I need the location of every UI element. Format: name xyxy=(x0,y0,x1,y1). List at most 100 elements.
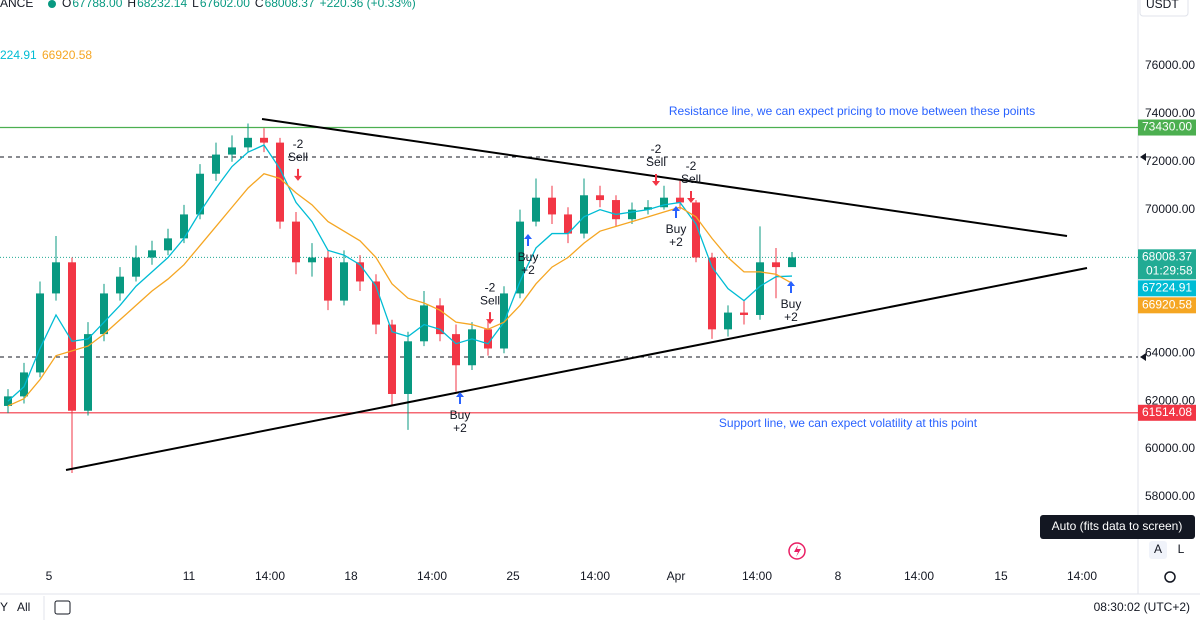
candle-body xyxy=(788,257,796,268)
x-tick-label: Apr xyxy=(667,569,686,583)
signal-qty: -2 xyxy=(651,142,662,156)
ohlc-key: L xyxy=(192,0,199,10)
ema-line xyxy=(7,144,793,402)
range-button[interactable]: All xyxy=(17,600,30,614)
trendline xyxy=(261,118,1068,237)
calendar-icon[interactable] xyxy=(54,600,71,615)
candle-body xyxy=(228,147,236,155)
signal-qty: +2 xyxy=(521,263,535,277)
annotation: Support line, we can expect volatility a… xyxy=(719,416,978,430)
signal-qty: -2 xyxy=(686,159,697,173)
candle-body xyxy=(484,329,492,349)
candle-body xyxy=(532,197,540,222)
candle-body xyxy=(372,281,380,325)
candle-body xyxy=(324,257,332,301)
price-label: 66920.58 xyxy=(1142,297,1192,311)
trendline xyxy=(65,267,1088,471)
candle-body xyxy=(388,324,396,394)
candle-body xyxy=(612,200,620,220)
candle-body xyxy=(420,305,428,342)
candle-body xyxy=(276,142,284,222)
level-label: 61514.08 xyxy=(1142,405,1192,419)
level-badge xyxy=(1138,404,1196,421)
candle-body xyxy=(692,202,700,258)
buy-arrow xyxy=(456,392,464,405)
candle-body xyxy=(740,312,748,315)
candle-body xyxy=(292,221,300,263)
candle-body xyxy=(772,262,780,268)
x-tick-label: 11 xyxy=(183,569,196,583)
buy-arrow xyxy=(524,234,532,247)
ohlc-value: 68008.37 xyxy=(265,0,315,10)
candle-body xyxy=(340,262,348,301)
level-marker xyxy=(1140,152,1146,161)
y-tick-label: 72000.00 xyxy=(1145,154,1195,168)
signal-qty: +2 xyxy=(669,235,683,249)
price-label: 67224.91 xyxy=(1142,280,1192,294)
price-label: 68008.37 xyxy=(1142,249,1192,263)
candle-body xyxy=(36,293,44,373)
candle-body xyxy=(308,257,316,263)
x-tick-label: 25 xyxy=(506,569,520,583)
sell-arrow xyxy=(294,168,302,181)
ohlc-key: O xyxy=(62,0,71,10)
candle-body xyxy=(164,238,172,251)
sell-arrow xyxy=(652,173,660,186)
signal-side: Sell xyxy=(681,172,701,186)
y-tick-label: 60000.00 xyxy=(1145,441,1195,455)
ema-legend: 224.91 xyxy=(0,48,37,62)
clock: 08:30:02 (UTC+2) xyxy=(1094,600,1190,614)
settings-icon[interactable] xyxy=(1164,571,1176,583)
candle-body xyxy=(660,197,668,208)
candle-body xyxy=(132,257,140,277)
candle-body xyxy=(516,221,524,294)
level-badge xyxy=(1138,119,1196,136)
alert-bolt xyxy=(794,545,801,557)
x-tick-label: 14:00 xyxy=(580,569,610,583)
candle-body xyxy=(244,137,252,148)
ohlc-value: 67602.00 xyxy=(200,0,250,10)
auto-button[interactable] xyxy=(1149,541,1167,559)
buy-arrow xyxy=(672,206,680,219)
tooltip-text: Auto (fits data to screen) xyxy=(1052,519,1183,533)
x-tick-label: 14:00 xyxy=(417,569,447,583)
signal-qty: -2 xyxy=(485,280,496,294)
x-tick-label: 14:00 xyxy=(1067,569,1097,583)
signal-side: Buy xyxy=(781,297,802,311)
candle-body xyxy=(52,262,60,294)
candle-body xyxy=(548,197,556,215)
candle-body xyxy=(724,312,732,330)
signal-qty: +2 xyxy=(453,421,467,435)
sell-arrow xyxy=(486,312,494,325)
candle-body xyxy=(644,207,652,210)
range-button[interactable]: Y xyxy=(0,600,8,614)
signal-side: Sell xyxy=(480,293,500,307)
currency-button[interactable] xyxy=(1139,0,1189,17)
tooltip xyxy=(1040,515,1195,539)
price-badge xyxy=(1138,297,1196,314)
candle-body xyxy=(148,250,156,258)
y-tick-label: 74000.00 xyxy=(1145,106,1195,120)
alert-icon[interactable] xyxy=(788,542,806,560)
level-marker xyxy=(1140,352,1146,361)
candle-body xyxy=(100,293,108,335)
buy-arrow xyxy=(787,280,795,293)
auto-label[interactable]: A xyxy=(1154,542,1162,556)
ema-line xyxy=(7,173,793,407)
candle-body xyxy=(116,276,124,294)
candle-body xyxy=(180,214,188,239)
y-tick-label: 62000.00 xyxy=(1145,393,1195,407)
currency[interactable]: USDT xyxy=(1146,0,1179,11)
log-label[interactable]: L xyxy=(1178,542,1185,556)
y-tick-label: 58000.00 xyxy=(1145,489,1195,503)
signal-qty: +2 xyxy=(784,310,798,324)
candle-body xyxy=(452,334,460,366)
x-tick-label: 8 xyxy=(835,569,842,583)
countdown: 01:29:58 xyxy=(1146,263,1193,277)
candle-body xyxy=(68,262,76,411)
x-tick-label: 15 xyxy=(994,569,1008,583)
x-tick-label: 5 xyxy=(46,569,53,583)
signal-side: Sell xyxy=(288,150,308,164)
